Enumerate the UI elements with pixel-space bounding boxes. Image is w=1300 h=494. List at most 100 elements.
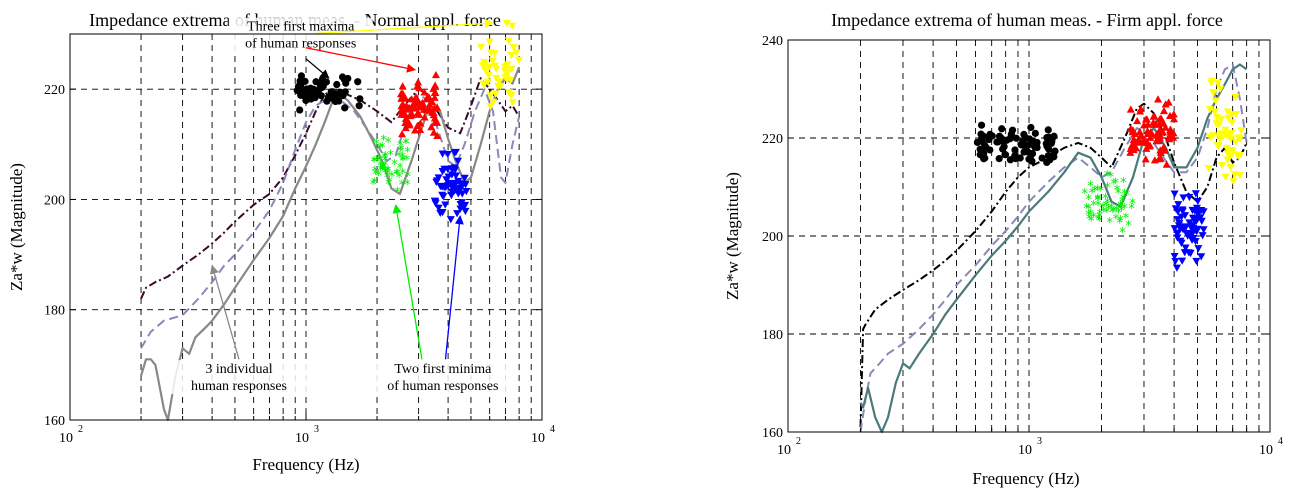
- data-point: *: [1090, 199, 1097, 214]
- data-point: [986, 130, 994, 138]
- annotations: Three first maxima of human responses 3 in…: [166, 17, 515, 395]
- data-point: [1224, 150, 1233, 158]
- data-point: *: [371, 155, 378, 170]
- data-point: [1229, 178, 1238, 186]
- data-point: [447, 188, 456, 196]
- data-point: [402, 101, 411, 109]
- data-point: [1178, 207, 1187, 216]
- data-point: [454, 177, 463, 186]
- data-point: [1024, 148, 1032, 156]
- y-tick-label: 180: [762, 328, 783, 343]
- data-point: [429, 84, 438, 92]
- data-point: [1221, 173, 1230, 182]
- x-tick-exponent: 2: [796, 436, 801, 447]
- data-point: *: [1117, 214, 1124, 229]
- data-point: [442, 182, 451, 191]
- data-point: *: [1095, 193, 1102, 208]
- data-point: [1197, 206, 1206, 215]
- data-point: *: [1113, 212, 1120, 227]
- data-point: *: [381, 165, 388, 180]
- data-point: [1234, 134, 1243, 142]
- data-point: [977, 130, 985, 138]
- data-point: *: [1117, 201, 1124, 216]
- data-point: *: [1105, 203, 1112, 218]
- data-point: [301, 77, 309, 85]
- data-point: *: [380, 133, 387, 148]
- data-point: *: [382, 150, 389, 165]
- data-point: *: [1117, 217, 1124, 232]
- data-point: *: [1089, 186, 1096, 201]
- annotation-arrow: [305, 18, 494, 35]
- data-point: [416, 125, 425, 134]
- data-point: [492, 74, 501, 83]
- data-point: [413, 82, 422, 90]
- data-point: [506, 76, 515, 84]
- data-point: [1237, 127, 1246, 135]
- annotation-background: [370, 377, 515, 395]
- data-point: [1044, 152, 1052, 160]
- data-point: [1159, 143, 1168, 151]
- data-point: *: [404, 178, 411, 193]
- data-point: *: [379, 163, 386, 178]
- data-point: [484, 71, 493, 79]
- data-point: [1217, 130, 1226, 138]
- data-point: [407, 111, 416, 119]
- data-point: [1171, 257, 1180, 266]
- data-point: [411, 126, 420, 134]
- data-point: [418, 98, 427, 106]
- data-point: *: [1090, 211, 1097, 226]
- data-point: [1216, 116, 1225, 124]
- data-point: *: [1121, 187, 1128, 202]
- data-point: [454, 157, 463, 166]
- data-point: [1204, 165, 1213, 173]
- data-point: *: [394, 186, 401, 201]
- data-point: [443, 150, 452, 159]
- data-point: [1232, 138, 1241, 146]
- data-point: [1212, 114, 1221, 122]
- data-point: [1001, 151, 1010, 159]
- data-point: [1128, 126, 1137, 134]
- data-point: [981, 154, 989, 162]
- data-point: [440, 165, 449, 173]
- data-point: [1185, 219, 1194, 227]
- data-point: *: [1109, 206, 1116, 221]
- data-point: [430, 93, 439, 101]
- data-point: [450, 182, 459, 191]
- data-point: *: [1088, 214, 1095, 229]
- data-point: *: [375, 169, 382, 184]
- data-point: [1193, 225, 1202, 233]
- grid: [70, 34, 542, 420]
- data-point: [1194, 245, 1203, 253]
- data-point: [1234, 152, 1243, 161]
- data-point: [420, 113, 429, 121]
- data-point: [1126, 148, 1135, 156]
- data-point: *: [375, 154, 382, 169]
- data-point: [485, 38, 494, 46]
- data-point: *: [385, 178, 392, 193]
- data-point: [1027, 123, 1035, 132]
- data-point: *: [391, 158, 398, 173]
- data-point: [1051, 147, 1059, 155]
- annotation-background: [166, 360, 311, 378]
- x-tick-exponent: 3: [314, 424, 319, 435]
- data-point: *: [1086, 202, 1093, 217]
- data-point: [453, 210, 462, 218]
- data-point: *: [387, 148, 394, 163]
- x-axis-label: Frequency (Hz): [252, 455, 359, 474]
- data-point: *: [397, 144, 404, 159]
- x-tick-label: 10: [1018, 443, 1032, 458]
- annotation-background: [228, 34, 373, 52]
- extrema-points: ****************************************…: [973, 77, 1246, 272]
- data-point: *: [1110, 205, 1117, 220]
- data-point: [507, 52, 516, 60]
- data-point: *: [1100, 206, 1107, 221]
- data-point: *: [378, 164, 385, 179]
- data-point: [333, 80, 341, 89]
- annotation-text: Two first minima: [394, 362, 492, 377]
- data-point: *: [382, 159, 389, 174]
- data-point: [1146, 141, 1155, 149]
- data-point: *: [372, 168, 379, 183]
- data-point: *: [397, 139, 404, 154]
- data-point: *: [384, 168, 391, 183]
- data-point: [514, 56, 523, 64]
